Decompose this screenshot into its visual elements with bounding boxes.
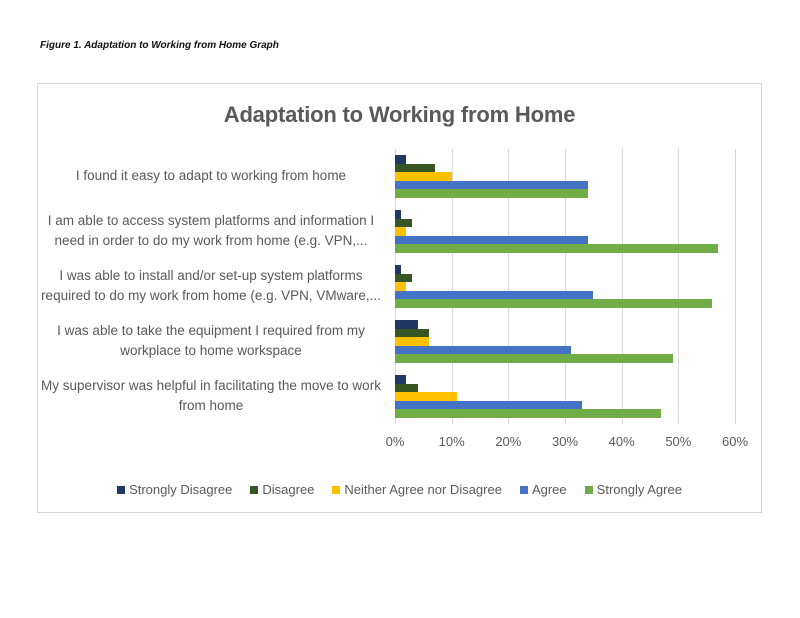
bar-neither-agree-nor-disagree <box>395 282 407 291</box>
legend-item: Strongly Agree <box>584 482 682 497</box>
x-tick-label: 20% <box>495 434 522 449</box>
legend-item: Strongly Disagree <box>117 482 232 497</box>
bar-strongly-disagree <box>395 210 401 219</box>
category-label: I was able to take the equipment I requi… <box>57 323 365 358</box>
legend-item: Disagree <box>250 482 314 497</box>
bar-strongly-agree <box>395 244 718 253</box>
legend-item: Neither Agree nor Disagree <box>332 482 502 497</box>
bar-disagree <box>395 218 412 227</box>
bar-strongly-disagree <box>395 155 407 164</box>
bar-strongly-disagree <box>395 320 418 329</box>
category-label: I was able to install and/or set-up syst… <box>41 268 381 303</box>
legend-swatch-icon <box>117 485 126 494</box>
legend-item: Agree <box>519 482 567 497</box>
bar-agree <box>395 180 588 189</box>
legend-swatch-icon <box>584 485 593 494</box>
legend-swatch-icon <box>519 485 528 494</box>
legend-label: Strongly Agree <box>596 482 682 497</box>
bar-agree <box>395 345 571 354</box>
gridline <box>451 149 453 424</box>
legend-label: Neither Agree nor Disagree <box>344 482 502 497</box>
x-tick-label: 0% <box>385 434 405 449</box>
bar-neither-agree-nor-disagree <box>395 172 452 181</box>
bar-disagree <box>395 328 429 337</box>
legend-label: Disagree <box>262 482 315 497</box>
gridline <box>735 149 736 424</box>
bar-strongly-agree <box>395 189 588 198</box>
bar-strongly-agree <box>395 409 662 418</box>
legend-swatch-icon <box>250 485 259 494</box>
bar-neither-agree-nor-disagree <box>395 337 429 346</box>
gridline <box>508 149 510 424</box>
x-tick-label: 50% <box>665 434 692 449</box>
bar-agree <box>395 290 594 299</box>
category-label: I am able to access system platforms and… <box>47 213 375 248</box>
legend-label: Strongly Disagree <box>129 482 233 497</box>
bar-strongly-agree <box>395 354 673 363</box>
chart-legend: Strongly Disagree Disagree Neither Agree n… <box>38 482 761 497</box>
bar-strongly-disagree <box>395 265 401 274</box>
chart-title: Adaptation to Working from Home <box>223 102 576 127</box>
gridline <box>678 149 680 424</box>
bar-neither-agree-nor-disagree <box>395 392 458 401</box>
bar-disagree <box>395 383 418 392</box>
bar-agree <box>395 400 582 409</box>
bar-disagree <box>395 163 435 172</box>
x-tick-label: 60% <box>721 434 749 449</box>
legend-label: Agree <box>531 482 567 497</box>
chart-frame: Adaptation to Working from Home I found … <box>37 83 762 513</box>
x-tick-label: 10% <box>438 434 465 449</box>
bar-disagree <box>395 273 412 282</box>
bar-neither-agree-nor-disagree <box>395 227 407 236</box>
bar-agree <box>395 235 588 244</box>
legend-swatch-icon <box>332 485 341 494</box>
bar-strongly-agree <box>395 299 713 308</box>
x-tick-label: 30% <box>551 434 579 449</box>
x-tick-label: 40% <box>608 434 635 449</box>
category-label: My supervisor was helpful in facilitatin… <box>41 378 381 413</box>
figure-caption: Figure 1. Adaptation to Working from Hom… <box>40 40 279 51</box>
bar-strongly-disagree <box>395 375 407 384</box>
category-label: I found it easy to adapt to working from… <box>75 168 347 183</box>
gridline <box>565 149 566 424</box>
gridline <box>621 149 623 424</box>
plot-area: 0% 10% 20% 30% 40% 50% 60% <box>386 149 748 449</box>
